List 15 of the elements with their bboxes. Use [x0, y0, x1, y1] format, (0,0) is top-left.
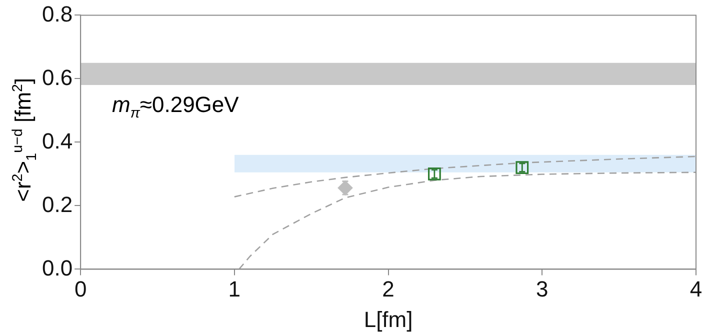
- point: [516, 161, 529, 174]
- point: [428, 167, 441, 180]
- y-tick-label: 0.4: [42, 128, 73, 154]
- y-tick-label: 0.0: [42, 255, 73, 280]
- annotation: m$_{π}$≈0.29GeV: [112, 92, 239, 122]
- y-tick-label: 0.8: [42, 1, 73, 26]
- x-tick-label: 2: [382, 276, 394, 302]
- line-series: [234, 156, 696, 198]
- x-tick-label: 1: [228, 276, 241, 302]
- y-tick-label: 0.2: [42, 192, 73, 217]
- x-tick-label: 3: [536, 276, 548, 302]
- x-axis-title: L[fm]: [364, 306, 413, 332]
- x-tick-label: 4: [690, 276, 702, 302]
- y-tick-label: 0.6: [42, 64, 73, 90]
- x-tick-label: 0: [74, 276, 87, 302]
